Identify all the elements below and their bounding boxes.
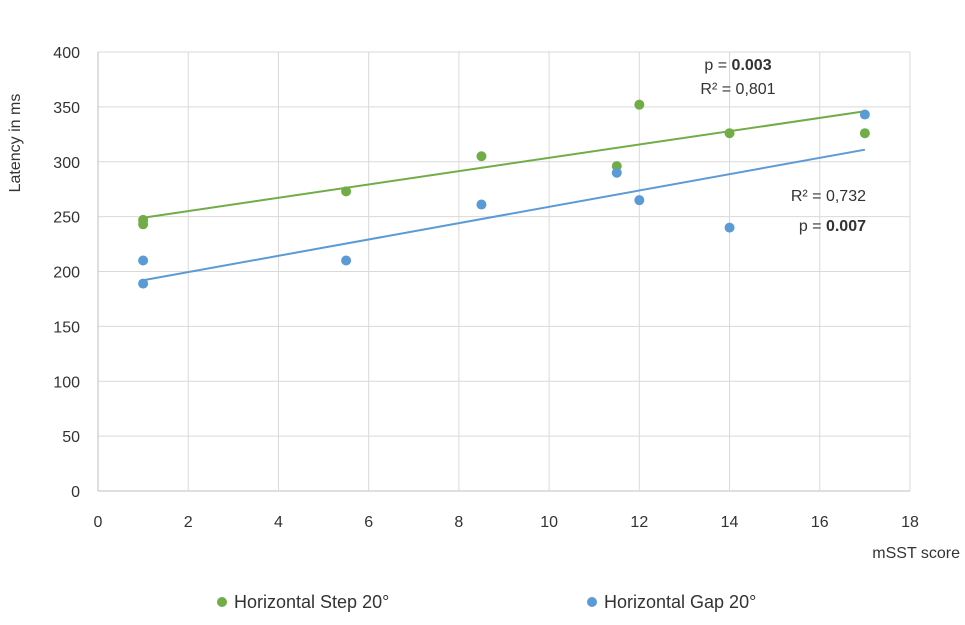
legend-marker-step xyxy=(217,597,227,607)
x-tick-label: 2 xyxy=(184,514,193,531)
legend-marker-gap xyxy=(587,597,597,607)
x-tick-label: 12 xyxy=(630,514,648,531)
y-tick-label: 350 xyxy=(53,100,80,117)
legend-label-step: Horizontal Step 20° xyxy=(234,592,389,612)
data-point-series-0 xyxy=(138,219,149,230)
trendline-series-0 xyxy=(142,110,866,219)
y-tick-label: 150 xyxy=(53,319,80,336)
gridlines xyxy=(97,51,911,492)
data-point-series-1 xyxy=(138,255,149,266)
data-point-series-1 xyxy=(611,167,622,178)
data-point-series-1 xyxy=(476,199,487,210)
trendline-series-1 xyxy=(142,148,866,282)
step-p-prefix: p = xyxy=(704,57,731,74)
legend-label-gap: Horizontal Gap 20° xyxy=(604,592,756,612)
data-point-series-0 xyxy=(859,128,870,139)
x-tick-label: 14 xyxy=(721,514,739,531)
step-p-annotation: p = 0.003 xyxy=(704,57,771,74)
gap-r2-annotation: R² = 0,732 xyxy=(791,188,866,205)
step-r2-annotation: R² = 0,801 xyxy=(700,81,775,98)
data-point-series-1 xyxy=(341,255,352,266)
x-tick-label: 10 xyxy=(540,514,558,531)
step-p-value: 0.003 xyxy=(732,57,772,74)
x-axis-title: mSST score xyxy=(872,545,960,562)
data-point-series-0 xyxy=(476,151,487,162)
data-point-series-0 xyxy=(341,186,352,197)
data-point-series-1 xyxy=(859,109,870,120)
data-point-series-1 xyxy=(634,195,645,206)
y-tick-label: 50 xyxy=(62,429,80,446)
x-tick-label: 4 xyxy=(274,514,283,531)
gap-p-value: 0.007 xyxy=(826,218,866,235)
x-tick-label: 0 xyxy=(94,514,103,531)
y-tick-label: 0 xyxy=(71,484,80,501)
y-tick-label: 300 xyxy=(53,155,80,172)
y-axis-title: Latency in ms xyxy=(7,94,24,193)
data-point-series-1 xyxy=(724,222,735,233)
x-tick-label: 8 xyxy=(454,514,463,531)
tick-labels: 0 50 100 150 200 250 300 350 400 0 2 4 6 8 10 12 14 16 18 xyxy=(53,45,919,531)
data-point-series-0 xyxy=(634,99,645,110)
x-tick-label: 6 xyxy=(364,514,373,531)
gap-p-annotation: p = 0.007 xyxy=(799,218,866,235)
data-point-series-1 xyxy=(138,278,149,289)
y-tick-label: 250 xyxy=(53,210,80,227)
legend: Horizontal Step 20° Horizontal Gap 20° xyxy=(217,592,756,612)
y-tick-label: 200 xyxy=(53,265,80,282)
y-tick-label: 400 xyxy=(53,45,80,62)
data-points xyxy=(138,99,870,289)
trendlines xyxy=(142,110,866,282)
x-tick-label: 18 xyxy=(901,514,919,531)
data-point-series-0 xyxy=(724,128,735,139)
gap-p-prefix: p = xyxy=(799,218,826,235)
x-tick-label: 16 xyxy=(811,514,829,531)
y-tick-label: 100 xyxy=(53,374,80,391)
